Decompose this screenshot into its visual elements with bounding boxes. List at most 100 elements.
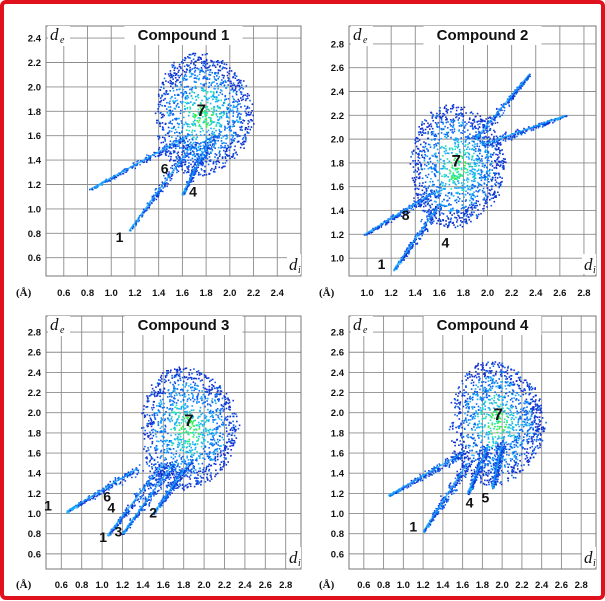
fingerprint-cloud [364, 74, 568, 272]
y-tick-label: 1.4 [28, 469, 42, 480]
chart-title: Compound 2 [437, 27, 529, 44]
x-axis-label: d [289, 255, 298, 274]
y-tick-label: 1.6 [28, 131, 41, 142]
y-tick-label: 2.6 [331, 348, 344, 359]
x-tick-label: 1.2 [416, 580, 429, 591]
y-tick-label: 1.6 [331, 182, 344, 193]
x-axis-label: d [584, 548, 593, 567]
annotation-label: 4 [107, 500, 115, 516]
x-tick-label: 0.8 [81, 288, 94, 299]
x-tick-label: 2.2 [218, 580, 231, 591]
y-tick-label: 1.0 [331, 254, 344, 265]
wing-spike [476, 74, 530, 139]
x-axis-label-sub: i [298, 265, 301, 276]
y-axis-label: d [50, 315, 59, 334]
y-tick-label: 1.6 [28, 449, 41, 460]
y-axis-label: d [50, 25, 59, 44]
annotation-label: 4 [441, 234, 449, 250]
y-axis-label-sub: e [363, 35, 368, 46]
x-axis-label-sub: i [593, 265, 596, 276]
annotation-label: 8 [402, 207, 410, 223]
x-tick-label: 2.4 [271, 288, 285, 299]
x-tick-label: 0.8 [377, 580, 390, 591]
x-tick-label: 2.8 [575, 580, 588, 591]
x-tick-label: 2.0 [496, 580, 509, 591]
y-tick-label: 1.8 [28, 428, 41, 439]
annotation-label: 5 [481, 489, 489, 505]
y-axis-label-sub: e [60, 35, 65, 46]
y-tick-label: 0.8 [28, 229, 41, 240]
y-tick-label: 2.2 [28, 388, 41, 399]
annotation-label: 1 [378, 256, 386, 272]
annotation-label: 3 [115, 524, 123, 540]
annotation-label: 1 [99, 529, 107, 545]
x-tick-label: 1.0 [95, 580, 108, 591]
y-axis-label: d [353, 315, 362, 334]
x-tick-label: 1.0 [360, 288, 373, 299]
y-tick-label: 1.8 [331, 158, 344, 169]
y-tick-label: 2.0 [28, 82, 41, 93]
x-tick-label: 1.6 [176, 288, 189, 299]
unit-label: (Å) [319, 579, 335, 591]
y-tick-label: 1.8 [331, 428, 344, 439]
y-tick-label: 2.4 [28, 34, 42, 45]
x-tick-label: 1.0 [105, 288, 118, 299]
x-axis-label: d [584, 255, 593, 274]
y-tick-label: 1.4 [28, 156, 42, 167]
x-tick-label: 1.6 [456, 580, 469, 591]
annotation-label: 7 [197, 101, 206, 120]
x-tick-label: 1.4 [436, 580, 450, 591]
x-tick-label: 0.6 [57, 288, 70, 299]
annotation-label: 1 [409, 519, 417, 535]
x-tick-label: 1.0 [397, 580, 410, 591]
x-axis-label-sub: i [298, 558, 301, 569]
x-tick-label: 2.6 [553, 288, 566, 299]
x-tick-label: 2.2 [247, 288, 260, 299]
y-tick-label: 1.2 [28, 489, 41, 500]
y-tick-label: 2.0 [331, 408, 344, 419]
y-tick-label: 1.2 [28, 180, 41, 191]
x-tick-label: 0.6 [357, 580, 370, 591]
x-tick-label: 2.2 [505, 288, 518, 299]
y-axis-label-sub: e [363, 325, 368, 336]
y-tick-label: 2.2 [331, 111, 344, 122]
x-tick-label: 2.6 [555, 580, 568, 591]
y-tick-label: 2.4 [331, 368, 345, 379]
annotation-label: 2 [149, 505, 157, 521]
y-tick-label: 0.6 [28, 549, 41, 560]
y-tick-label: 1.0 [331, 509, 344, 520]
x-tick-label: 2.0 [197, 580, 210, 591]
y-tick-label: 2.0 [331, 135, 344, 146]
x-tick-label: 2.4 [535, 580, 549, 591]
annotation-label: 7 [493, 405, 502, 424]
x-axis-label-sub: i [593, 558, 596, 569]
x-tick-label: 2.8 [577, 288, 590, 299]
x-tick-label: 2.0 [481, 288, 494, 299]
y-tick-label: 1.4 [331, 206, 345, 217]
x-tick-label: 1.8 [457, 288, 470, 299]
y-tick-label: 0.8 [28, 529, 41, 540]
x-axis-label: d [289, 548, 298, 567]
unit-label: (Å) [16, 579, 32, 591]
y-tick-label: 2.0 [28, 408, 41, 419]
y-tick-label: 2.8 [28, 328, 41, 339]
y-axis-label-sub: e [60, 325, 65, 336]
y-tick-label: 0.6 [28, 253, 41, 264]
annotation-label: 1 [116, 229, 124, 245]
x-tick-label: 1.4 [152, 288, 166, 299]
y-axis-label: d [353, 25, 362, 44]
x-tick-label: 2.4 [238, 580, 252, 591]
wing-spike [90, 136, 188, 190]
x-tick-label: 1.8 [476, 580, 489, 591]
y-tick-label: 1.2 [331, 489, 344, 500]
plot-area [349, 26, 596, 276]
x-tick-label: 0.8 [75, 580, 88, 591]
x-tick-label: 2.8 [279, 580, 292, 591]
unit-label: (Å) [319, 287, 335, 299]
annotation-label: 7 [184, 411, 193, 430]
x-tick-label: 1.2 [128, 288, 141, 299]
x-tick-label: 1.6 [157, 580, 170, 591]
plot-area [349, 316, 596, 569]
